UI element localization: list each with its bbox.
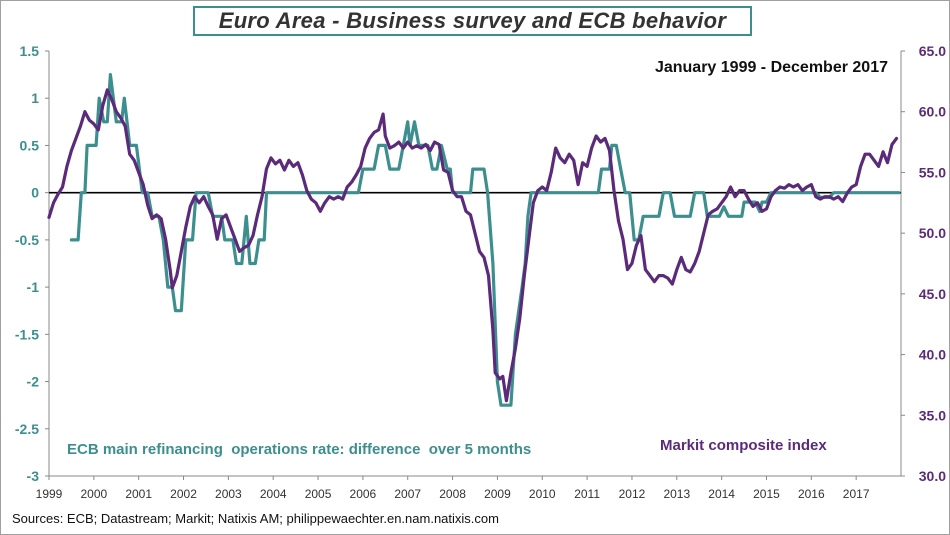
x-tick-label: 2012 bbox=[619, 487, 646, 501]
y-right-tick-label: 60.0 bbox=[919, 104, 946, 120]
chart-title: Euro Area - Business survey and ECB beha… bbox=[218, 8, 727, 33]
y-right-tick-label: 50.0 bbox=[919, 225, 946, 241]
annotation-markit-index: Markit composite index bbox=[660, 437, 827, 454]
sources-note: Sources: ECB; Datastream; Markit; Natixi… bbox=[12, 511, 499, 526]
y-right-tick-label: 35.0 bbox=[919, 407, 946, 423]
y-left-tick-label: 0.5 bbox=[20, 137, 40, 153]
x-tick-label: 2006 bbox=[350, 487, 377, 501]
x-tick-label: 2009 bbox=[484, 487, 511, 501]
y-left-tick-label: -0.5 bbox=[15, 232, 39, 248]
x-tick-label: 2003 bbox=[215, 487, 242, 501]
y-left-tick-label: -1 bbox=[27, 279, 40, 295]
y-right-tick-label: 55.0 bbox=[919, 164, 946, 180]
y-right-tick-label: 40.0 bbox=[919, 347, 946, 363]
x-tick-label: 2007 bbox=[394, 487, 421, 501]
y-left-tick-label: -2.5 bbox=[15, 421, 39, 437]
x-tick-label: 2002 bbox=[170, 487, 197, 501]
x-tick-label: 2001 bbox=[125, 487, 152, 501]
y-left-tick-label: -2 bbox=[27, 374, 40, 390]
series-layer bbox=[47, 73, 901, 407]
x-tick-label: 2017 bbox=[843, 487, 870, 501]
y-left-tick-label: 1.5 bbox=[20, 43, 40, 59]
y-right-tick-label: 30.0 bbox=[919, 468, 946, 484]
x-tick-label: 2000 bbox=[80, 487, 107, 501]
series-line-ecb-rate bbox=[69, 73, 901, 407]
annotation-ecb-rate: ECB main refinancing operations rate: di… bbox=[67, 441, 531, 458]
x-tick-label: 2005 bbox=[305, 487, 332, 501]
x-tick-label: 2010 bbox=[529, 487, 556, 501]
period-label: January 1999 - December 2017 bbox=[655, 59, 888, 76]
y-right-tick-label: 65.0 bbox=[919, 43, 946, 59]
y-left-tick-label: 0 bbox=[31, 185, 39, 201]
x-tick-label: 2011 bbox=[574, 487, 600, 501]
x-tick-label: 2014 bbox=[708, 487, 735, 501]
x-tick-label: 2004 bbox=[260, 487, 287, 501]
y-left-tick-label: -3 bbox=[27, 468, 40, 484]
axes-layer: 1.5 1 0.5 0 -0.5 -1 -1.5 -2 -2.5 -3 65.0 60.0 55.0 50… bbox=[15, 43, 946, 501]
x-tick-label: 2015 bbox=[753, 487, 780, 501]
chart-title-box: Euro Area - Business survey and ECB beha… bbox=[193, 6, 752, 36]
y-left-tick-label: -1.5 bbox=[15, 326, 39, 342]
y-right-tick-label: 45.0 bbox=[919, 286, 946, 302]
x-tick-label: 1999 bbox=[36, 487, 63, 501]
x-tick-label: 2016 bbox=[798, 487, 825, 501]
x-tick-label: 2008 bbox=[439, 487, 466, 501]
series-line-markit bbox=[47, 88, 899, 403]
x-tick-label: 2013 bbox=[663, 487, 690, 501]
y-left-tick-label: 1 bbox=[31, 90, 39, 106]
